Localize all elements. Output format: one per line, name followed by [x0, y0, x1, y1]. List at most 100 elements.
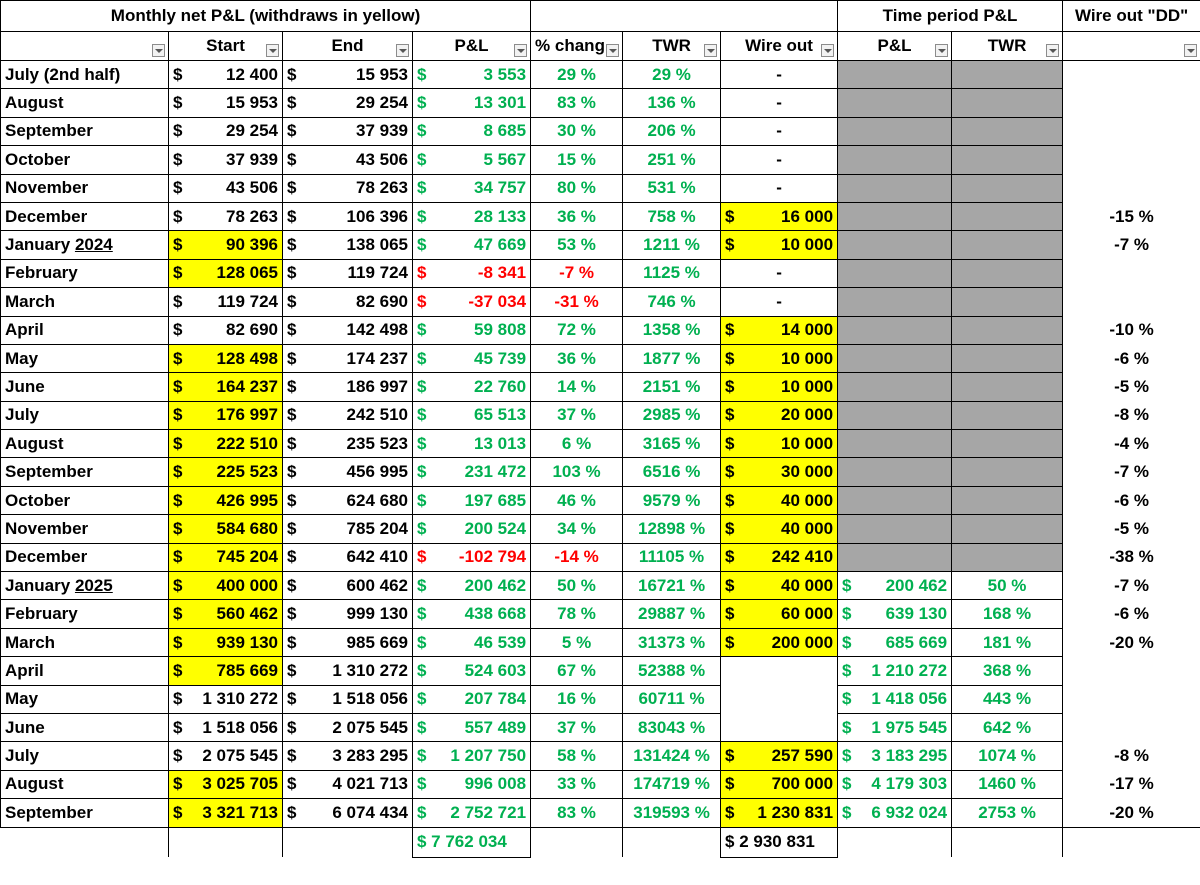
dd-cell[interactable]: -6 %: [1062, 344, 1200, 373]
filter-dropdown-icon[interactable]: [704, 44, 718, 57]
pct-change-cell[interactable]: 80 %: [530, 173, 624, 203]
wire-out-cell[interactable]: $700 000: [720, 769, 839, 800]
pl-cell[interactable]: $13 013: [411, 429, 532, 459]
twr-cell[interactable]: 12898 %: [622, 514, 722, 544]
end-cell[interactable]: $1 310 272: [282, 656, 413, 686]
filter-dropdown-icon[interactable]: [935, 44, 949, 57]
tp-twr-cell[interactable]: [951, 485, 1064, 516]
end-cell[interactable]: $4 021 713: [282, 769, 413, 800]
twr-cell[interactable]: 206 %: [622, 116, 722, 147]
start-cell[interactable]: $15 953: [168, 88, 283, 118]
tp-pl-cell[interactable]: [837, 145, 953, 175]
month-cell[interactable]: December: [0, 542, 169, 573]
start-cell[interactable]: $37 939: [168, 145, 283, 175]
wire-out-cell[interactable]: $200 000: [720, 627, 839, 658]
filter-dropdown-icon[interactable]: [514, 44, 528, 57]
month-cell[interactable]: July: [0, 741, 169, 771]
dd-col-header[interactable]: [1062, 31, 1200, 61]
pl-cell[interactable]: $13 301: [411, 88, 532, 118]
pl-cell[interactable]: $ -37 034: [411, 287, 532, 317]
pct-change-cell[interactable]: 14 %: [530, 372, 624, 402]
pct-change-cell[interactable]: 16 %: [530, 684, 624, 714]
dd-cell[interactable]: -6 %: [1062, 599, 1200, 629]
pl-cell[interactable]: $200 524: [411, 514, 532, 544]
wire-out-cell[interactable]: $60 000: [720, 599, 839, 629]
filter-dropdown-icon[interactable]: [266, 44, 279, 57]
pl-cell[interactable]: $3 553: [411, 59, 532, 90]
twr-cell[interactable]: 1877 %: [622, 343, 722, 374]
month-cell[interactable]: March: [0, 627, 169, 658]
tp-twr-cell[interactable]: [951, 258, 1064, 289]
dd-cell[interactable]: [1062, 117, 1200, 146]
month-cell[interactable]: October: [0, 145, 169, 175]
filter-dropdown-icon[interactable]: [1046, 44, 1060, 57]
twr-col-header[interactable]: TWR: [622, 31, 722, 61]
pct-change-cell[interactable]: 46 %: [530, 485, 624, 516]
pl-cell[interactable]: $524 603: [411, 656, 532, 686]
pct-change-cell[interactable]: 30 %: [530, 116, 624, 147]
twr-cell[interactable]: 31373 %: [622, 627, 722, 658]
month-cell[interactable]: September: [0, 457, 169, 487]
start-cell[interactable]: $164 237: [168, 372, 283, 402]
tp-twr-cell[interactable]: 1460 %: [951, 769, 1064, 800]
twr-cell[interactable]: 9579 %: [622, 485, 722, 516]
twr-cell[interactable]: 2985 %: [622, 400, 722, 431]
end-cell[interactable]: $3 283 295: [282, 741, 413, 771]
pct-change-cell[interactable]: 36 %: [530, 343, 624, 374]
tp-twr-cell[interactable]: 1074 %: [951, 741, 1064, 771]
dd-cell[interactable]: [1062, 656, 1200, 686]
tp-twr-cell[interactable]: [951, 59, 1064, 90]
end-cell[interactable]: $15 953: [282, 59, 413, 90]
tp-twr-cell[interactable]: [951, 287, 1064, 317]
dd-cell[interactable]: [1062, 713, 1200, 742]
dd-cell[interactable]: -8 %: [1062, 741, 1200, 771]
end-cell[interactable]: $1 518 056: [282, 684, 413, 714]
dd-cell[interactable]: -4 %: [1062, 429, 1200, 458]
tp-pl-cell[interactable]: [837, 400, 953, 431]
tp-pl-cell[interactable]: $200 462: [837, 571, 953, 601]
dd-cell[interactable]: [1062, 685, 1200, 714]
dd-cell[interactable]: -7 %: [1062, 230, 1200, 260]
pl-cell[interactable]: $ -102 794: [411, 542, 532, 573]
dd-cell[interactable]: [1062, 287, 1200, 317]
month-cell[interactable]: August: [0, 769, 169, 800]
wire-out-cell[interactable]: $257 590: [720, 741, 839, 771]
month-cell[interactable]: September: [0, 116, 169, 147]
twr-cell[interactable]: 746 %: [622, 287, 722, 317]
twr-cell[interactable]: 1211 %: [622, 230, 722, 260]
month-cell[interactable]: September: [0, 798, 169, 828]
pl-cell[interactable]: $46 539: [411, 627, 532, 658]
pl-cell[interactable]: $200 462: [411, 571, 532, 601]
tp-pl-cell[interactable]: [837, 457, 953, 487]
twr-cell[interactable]: 758 %: [622, 201, 722, 232]
filter-dropdown-icon[interactable]: [606, 44, 620, 57]
month-cell[interactable]: November: [0, 173, 169, 203]
month-cell[interactable]: June: [0, 712, 169, 743]
start-cell[interactable]: $584 680: [168, 514, 283, 544]
tp-pl-cell[interactable]: [837, 429, 953, 459]
tp-pl-cell[interactable]: $639 130: [837, 599, 953, 629]
wire-out-cell[interactable]: -: [720, 145, 839, 175]
twr-cell[interactable]: 1358 %: [622, 315, 722, 345]
tp-twr-cell[interactable]: [951, 514, 1064, 544]
tp-pl-cell[interactable]: [837, 258, 953, 289]
start-cell[interactable]: $560 462: [168, 599, 283, 629]
wire-out-cell[interactable]: $16 000: [720, 201, 839, 232]
end-cell[interactable]: $186 997: [282, 372, 413, 402]
tp-pl-cell[interactable]: [837, 542, 953, 573]
dd-cell[interactable]: -5 %: [1062, 514, 1200, 544]
tp-twr-col-header[interactable]: TWR: [951, 31, 1064, 61]
pct-change-cell[interactable]: 36 %: [530, 201, 624, 232]
tp-pl-cell[interactable]: $1 975 545: [837, 712, 953, 743]
pct-change-cell[interactable]: 78 %: [530, 599, 624, 629]
start-cell[interactable]: $12 400: [168, 59, 283, 90]
start-cell[interactable]: $43 506: [168, 173, 283, 203]
start-cell[interactable]: $1 518 056: [168, 712, 283, 743]
tp-twr-cell[interactable]: [951, 457, 1064, 487]
tp-twr-cell[interactable]: [951, 372, 1064, 402]
tp-twr-cell[interactable]: 443 %: [951, 684, 1064, 714]
twr-cell[interactable]: 174719 %: [622, 769, 722, 800]
tp-pl-cell[interactable]: [837, 230, 953, 260]
wire-out-cell[interactable]: [720, 685, 839, 714]
pct-change-cell[interactable]: 37 %: [530, 400, 624, 431]
